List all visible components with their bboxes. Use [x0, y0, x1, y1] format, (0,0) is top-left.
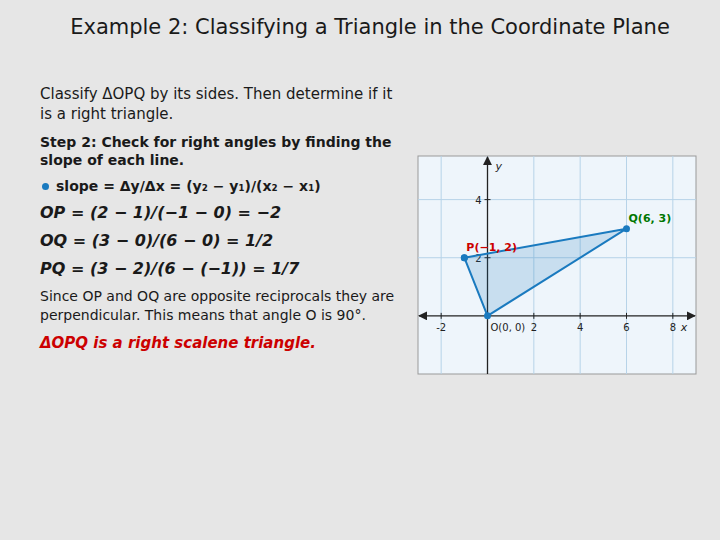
- annotation: PQ = (3 − 2)/(6 − (−1)) = 1/7: [40, 259, 400, 278]
- tick-label: 2: [531, 322, 537, 333]
- annotation: slope = Δy/Δx = (y₂ − y₁)/(x₂ − x₁): [40, 178, 400, 194]
- tick-label: 6: [623, 322, 629, 333]
- tick: [672, 313, 673, 319]
- tick: [580, 313, 581, 319]
- y-axis-label: y: [495, 160, 503, 173]
- vertex-point: [461, 254, 468, 261]
- grid-line: [580, 156, 581, 374]
- tick: [441, 313, 442, 319]
- vertex-point: [623, 225, 630, 232]
- grid-line: [441, 156, 442, 374]
- tick: [533, 313, 534, 319]
- tick: [485, 199, 491, 200]
- coordinate-graph: -2O(0, 0)246824xyP(−1, 2)Q(6, 3): [412, 150, 702, 380]
- x-axis: [419, 315, 695, 316]
- title: Example 2: Classifying a Triangle in the…: [40, 14, 700, 41]
- grid-line: [672, 156, 673, 374]
- grid-line: [418, 199, 696, 200]
- annotation: OP = (2 − 1)/(−1 − 0) = −2: [40, 203, 400, 222]
- tick-label: 8: [670, 322, 676, 333]
- tick: [626, 313, 627, 319]
- tick-label: 4: [475, 195, 481, 206]
- triangle-line: [464, 229, 626, 316]
- vertex-point: [461, 254, 468, 261]
- x-axis-label: x: [680, 321, 688, 334]
- tick-label: 4: [577, 322, 583, 333]
- annotation: ΔOPQ is a right scalene triangle.: [40, 334, 400, 352]
- annotation: OQ = (3 − 0)/(6 − 0) = 1/2: [40, 231, 400, 250]
- tick-label: -2: [436, 322, 446, 333]
- annotation: Classify ΔOPQ by its sides. Then determi…: [40, 84, 400, 124]
- point-label: Q(6, 3): [629, 212, 672, 225]
- text-column: Classify ΔOPQ by its sides. Then determi…: [40, 84, 400, 361]
- grid-line: [626, 156, 627, 374]
- point-label: P(−1, 2): [466, 241, 517, 254]
- data-group: [461, 225, 630, 319]
- vertex-point: [484, 312, 491, 319]
- annotation: Step 2: Check for right angles by findin…: [40, 133, 400, 169]
- tick-label: O(0, 0): [491, 322, 526, 333]
- annotation: Since OP and OQ are opposite reciprocals…: [40, 287, 400, 325]
- plot-frame: [418, 156, 696, 374]
